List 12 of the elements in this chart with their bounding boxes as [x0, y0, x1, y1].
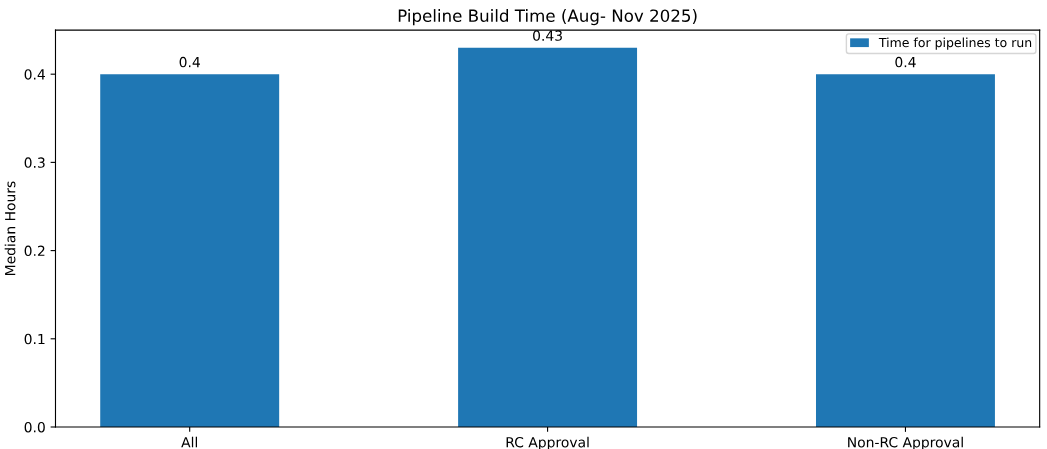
y-axis-title: Median Hours — [4, 181, 16, 275]
y-tick-label: 0.2 — [24, 245, 45, 257]
data-label: 0.43 — [533, 30, 562, 41]
y-tick-label: 0.3 — [24, 157, 45, 168]
data-label: 0.4 — [895, 56, 916, 68]
legend-label: Time for pipelines to run — [878, 37, 1032, 50]
y-tick-label: 0.0 — [24, 421, 45, 433]
y-tick-label: 0.4 — [24, 69, 45, 80]
data-label: 0.4 — [179, 56, 200, 68]
x-tick-label: All — [181, 436, 197, 448]
chart-title: Pipeline Build Time (Aug- Nov 2025) — [398, 9, 697, 26]
y-tick-label: 0.1 — [24, 333, 45, 345]
